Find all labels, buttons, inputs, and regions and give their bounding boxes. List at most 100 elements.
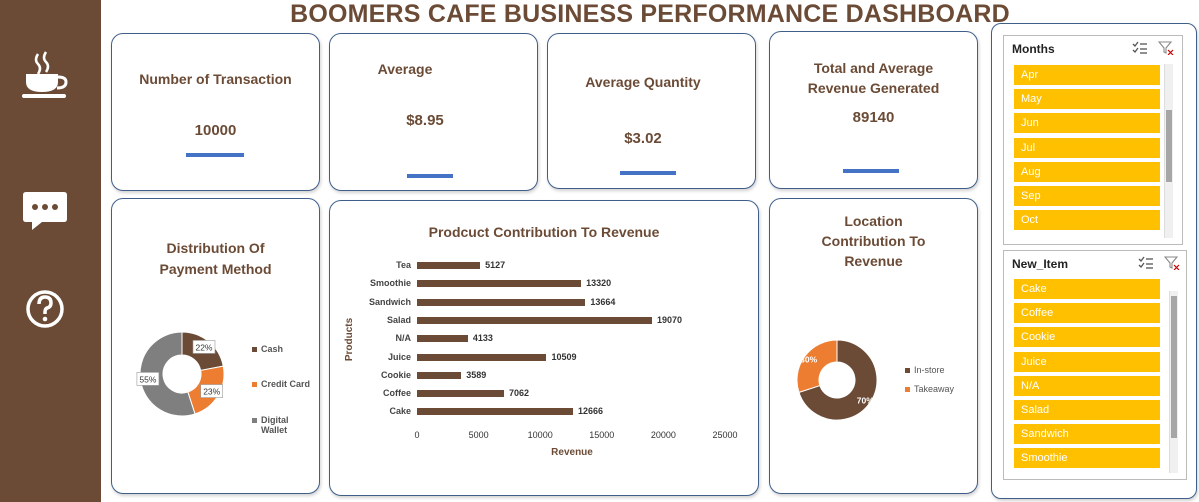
- x-tick-label: 10000: [527, 430, 553, 440]
- bar-smoothie: [417, 280, 582, 288]
- kpi-label: Number of Transaction: [139, 71, 292, 87]
- slicer-header: Months: [1004, 36, 1182, 60]
- slicer-item-aug[interactable]: Aug: [1014, 161, 1160, 182]
- kpi-label: Average Quantity: [585, 74, 701, 90]
- bar-category-label: Salad: [386, 314, 411, 325]
- chart-title: Prodcuct Contribution To Revenue: [428, 224, 660, 240]
- bar-category-label: Cookie: [380, 369, 411, 380]
- bar-category-label: Tea: [396, 260, 411, 270]
- kpi-underline: [186, 153, 244, 157]
- kpi-card-avg-quantity: Average Quantity $3.02: [547, 33, 756, 189]
- page-title: BOOMERS CAFE BUSINESS PERFORMANCE DASHBO…: [290, 0, 1010, 28]
- kpi-card-revenue: Total and Average Revenue Generated 8914…: [769, 31, 978, 189]
- donut-slice-digital-wallet: [139, 331, 196, 417]
- slicer-item-oct[interactable]: Oct: [1014, 210, 1160, 231]
- bar-value-label: 10509: [551, 351, 577, 362]
- kpi-value: 10000: [194, 122, 237, 139]
- location-card: Location Contribution To Revenue 70% 30% …: [769, 198, 978, 494]
- kpi-underline: [843, 169, 899, 173]
- slicer-title: Months: [1012, 42, 1055, 56]
- slicer-scrollbar[interactable]: [1169, 291, 1178, 473]
- legend-label: Wallet: [261, 425, 288, 435]
- months-slicer[interactable]: Months Apr May Jun Jul Aug Sep Oct: [1003, 35, 1183, 245]
- bar-sandwich: [417, 298, 586, 306]
- x-axis-title: Revenue: [551, 447, 593, 458]
- legend-swatch: [905, 368, 910, 374]
- bar-juice: [417, 353, 547, 361]
- bar-n-a: [417, 335, 468, 343]
- kpi-underline: [407, 174, 453, 178]
- kpi-value: $3.02: [624, 130, 662, 147]
- bar-salad: [417, 316, 652, 324]
- legend-label: Credit Card: [261, 379, 311, 389]
- help-icon[interactable]: [20, 284, 70, 334]
- new-item-slicer[interactable]: New_Item Cake Coffee Cookie Juice N/A Salad Sa…: [1003, 250, 1187, 480]
- data-label: 22%: [195, 342, 212, 352]
- kpi-underline: [620, 171, 676, 175]
- multi-select-icon[interactable]: [1138, 256, 1154, 270]
- bar-cookie: [417, 371, 462, 379]
- x-tick-label: 20000: [650, 430, 676, 440]
- bar-category-label: Coffee: [382, 388, 411, 399]
- legend-swatch: [252, 418, 257, 424]
- clear-filter-icon[interactable]: [1158, 41, 1174, 55]
- bar-category-label: Cake: [389, 406, 411, 417]
- slicer-item-cake[interactable]: Cake: [1014, 279, 1160, 299]
- data-label-box: [192, 340, 216, 354]
- bar-value-label: 5127: [485, 260, 506, 270]
- legend-item-in-store: In-store: [905, 365, 945, 375]
- sidebar: [0, 0, 101, 502]
- slicer-item-juice[interactable]: Juice: [1014, 351, 1160, 372]
- slicer-item-smoothie[interactable]: Smoothie: [1014, 448, 1160, 469]
- bar-plot-area: Tea 5127 Smoothie 13320 Sandwich 13664 Salad 19…: [330, 201, 758, 495]
- data-label-box: [200, 384, 223, 398]
- slicer-item-coffee[interactable]: Coffee: [1014, 303, 1160, 324]
- kpi-label: Revenue Generated: [807, 80, 940, 96]
- coffee-cup-icon[interactable]: [20, 50, 70, 100]
- slicer-item-salad[interactable]: Salad: [1014, 400, 1160, 420]
- scrollbar-thumb[interactable]: [1171, 296, 1177, 438]
- kpi-value: $8.95: [406, 112, 444, 129]
- legend-label: In-store: [914, 365, 945, 375]
- slicer-item-n-a[interactable]: N/A: [1014, 375, 1160, 396]
- chart-title: Distribution Of: [166, 240, 265, 256]
- legend-label: Cash: [261, 344, 284, 354]
- slicer-header: New_Item: [1004, 251, 1186, 275]
- data-label: 23%: [203, 387, 220, 397]
- bar-category-label: N/A: [395, 333, 412, 344]
- data-label: 30%: [800, 354, 817, 364]
- x-tick-label: 0: [414, 430, 420, 440]
- legend-item-takeaway: Takeaway: [905, 384, 954, 394]
- bar-tea: [417, 262, 481, 269]
- multi-select-icon[interactable]: [1132, 41, 1148, 55]
- kpi-label: Total and Average: [813, 60, 934, 76]
- slicer-title: New_Item: [1012, 257, 1069, 271]
- chart-title: Payment Method: [159, 261, 272, 277]
- location-donut-chart: 70% 30%: [796, 339, 878, 421]
- legend-swatch: [252, 382, 257, 388]
- slicer-item-jul[interactable]: Jul: [1014, 137, 1160, 158]
- slicer-item-cookie[interactable]: Cookie: [1014, 327, 1160, 348]
- legend-label: Takeaway: [914, 384, 955, 394]
- x-tick-label: 25000: [712, 430, 738, 440]
- slicer-item-may[interactable]: May: [1014, 89, 1160, 110]
- chat-icon[interactable]: [20, 186, 70, 236]
- bar-value-label: 3589: [466, 369, 487, 380]
- kpi-label: Average: [377, 61, 433, 77]
- slicer-item-apr[interactable]: Apr: [1014, 65, 1160, 85]
- donut-slice-takeaway: [796, 339, 838, 393]
- slicer-scrollbar[interactable]: [1164, 64, 1173, 238]
- clear-filter-icon[interactable]: [1164, 256, 1180, 270]
- bar-value-label: 13320: [586, 278, 612, 289]
- product-revenue-card: Prodcuct Contribution To Revenue Product…: [329, 200, 759, 496]
- legend-swatch: [252, 347, 257, 353]
- bar-value-label: 12666: [578, 406, 604, 417]
- slicer-item-sandwich[interactable]: Sandwich: [1014, 424, 1160, 445]
- legend-swatch: [905, 387, 910, 393]
- bar-cake: [417, 408, 574, 416]
- chart-title: Contribution To: [821, 233, 926, 249]
- scrollbar-thumb[interactable]: [1166, 110, 1172, 182]
- slicer-item-sep[interactable]: Sep: [1014, 186, 1160, 206]
- bar-value-label: 13664: [590, 296, 616, 307]
- slicer-item-jun[interactable]: Jun: [1014, 113, 1160, 134]
